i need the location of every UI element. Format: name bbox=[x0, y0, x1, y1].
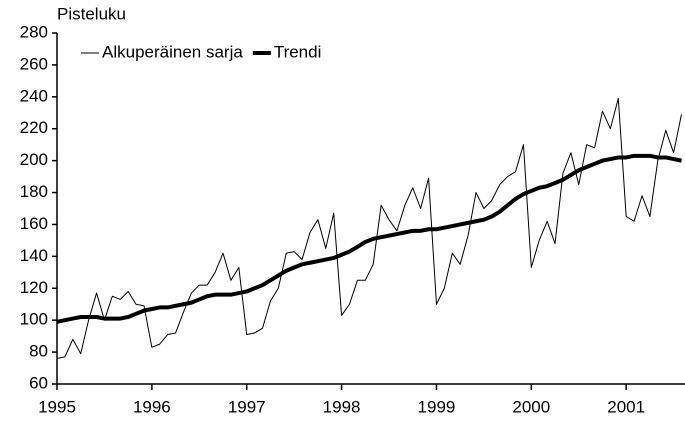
x-tick-label: 1998 bbox=[323, 397, 361, 416]
y-tick-label: 160 bbox=[20, 214, 48, 233]
y-tick-label: 140 bbox=[20, 246, 48, 265]
line-series bbox=[56, 153, 682, 324]
y-tick-label: 280 bbox=[20, 22, 48, 41]
x-tick-label: 2000 bbox=[512, 397, 550, 416]
y-tick-label: 100 bbox=[20, 310, 48, 329]
y-tick-label: 180 bbox=[20, 182, 48, 201]
y-tick-label: 240 bbox=[20, 86, 48, 105]
x-tick-label: 1997 bbox=[228, 397, 266, 416]
line-series bbox=[56, 97, 682, 359]
y-tick-label: 200 bbox=[20, 150, 48, 169]
y-axis-label: Pisteluku bbox=[57, 4, 126, 23]
y-tick-label: 60 bbox=[29, 373, 48, 392]
x-tick-label: 2001 bbox=[607, 397, 645, 416]
x-tick-label: 1996 bbox=[133, 397, 171, 416]
legend-label: Trendi bbox=[274, 42, 322, 61]
x-tick-label: 1995 bbox=[38, 397, 76, 416]
legend-label: Alkuperäinen sarja bbox=[102, 42, 243, 61]
y-tick-label: 120 bbox=[20, 278, 48, 297]
y-tick-label: 80 bbox=[29, 342, 48, 361]
y-tick-label: 220 bbox=[20, 118, 48, 137]
y-tick-label: 260 bbox=[20, 54, 48, 73]
x-tick-label: 1999 bbox=[418, 397, 456, 416]
